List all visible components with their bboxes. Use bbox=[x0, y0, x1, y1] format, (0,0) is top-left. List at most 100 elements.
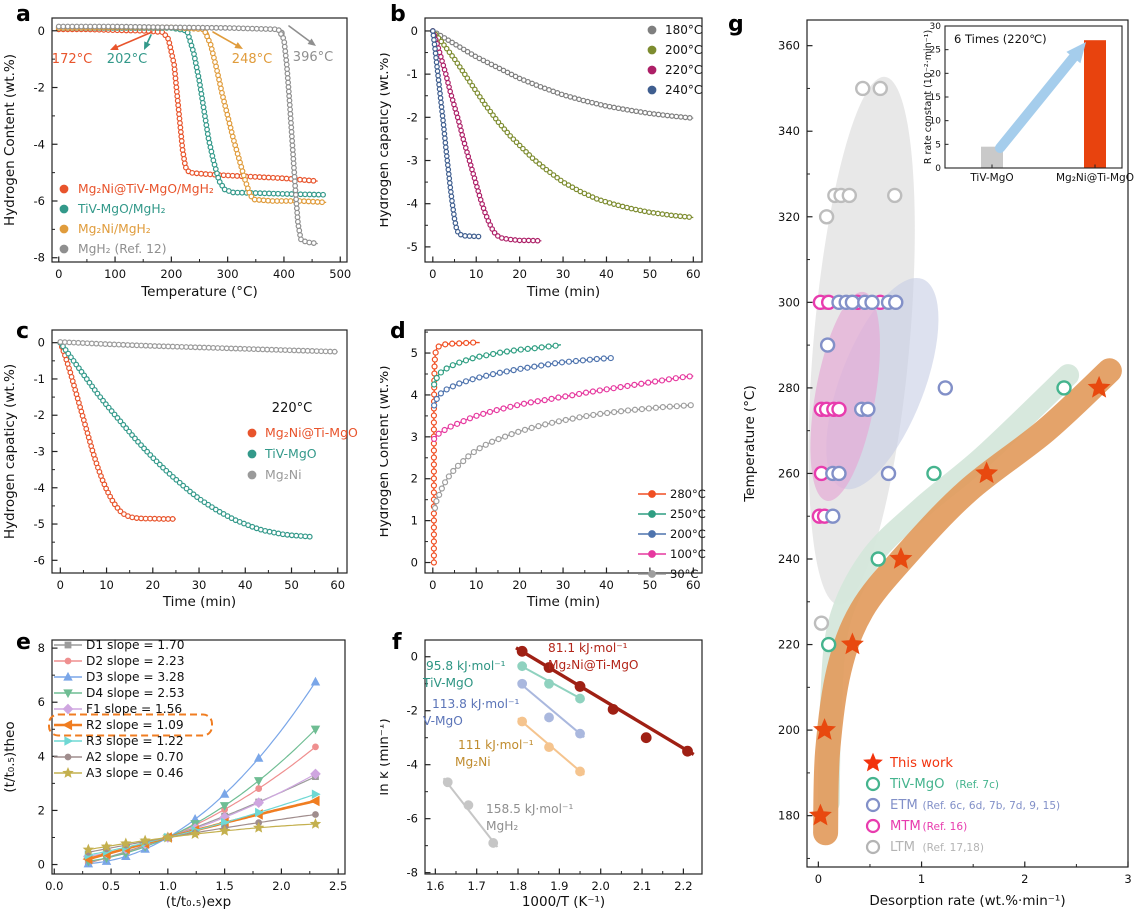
svg-text:2: 2 bbox=[38, 803, 45, 817]
svg-text:95.8 kJ·mol⁻¹: 95.8 kJ·mol⁻¹ bbox=[426, 659, 506, 673]
series-200°C bbox=[431, 354, 614, 409]
svg-text:F1 slope = 1.56: F1 slope = 1.56 bbox=[86, 702, 182, 716]
series-Mg₂Ni bbox=[517, 716, 585, 777]
svg-text:2: 2 bbox=[411, 472, 418, 486]
panel-e-chart: 0.0 0.5 1.0 1.5 2.0 2.5 0 2 4 6 8 (t/t₀.₅)exp (t/t₀.… bbox=[2, 638, 347, 910]
svg-text:-2: -2 bbox=[407, 704, 418, 718]
panel-a-legend: Mg₂Ni@TiV-MgO/MgH₂ TiV-MgO/MgH₂ Mg₂Ni/MgH₂… bbox=[59, 182, 214, 256]
panel-g-inset: 0 5 10 15 20 25 30 TiV-MgO Mg₂Ni@Ti-MgO 6 Times (… bbox=[923, 22, 1134, 184]
svg-text:3: 3 bbox=[411, 430, 418, 444]
panel-a-letter: a bbox=[16, 2, 31, 27]
svg-text:MgH₂: MgH₂ bbox=[486, 819, 518, 833]
svg-text:MTM: MTM bbox=[890, 819, 921, 834]
svg-text:Mg₂Ni@Ti-MgO: Mg₂Ni@Ti-MgO bbox=[265, 425, 358, 440]
series-100°C bbox=[431, 373, 694, 443]
panel-f-axes: 1.6 1.7 1.8 1.9 2.0 2.1 2.2 0 -2 -4 -6 -8 1000/T (K⁻… bbox=[380, 639, 703, 910]
series-MgH₂ bbox=[442, 777, 499, 848]
svg-text:R2 slope = 1.09: R2 slope = 1.09 bbox=[86, 718, 184, 732]
panel-e-xlabel: (t/t₀.₅)exp bbox=[166, 894, 231, 910]
svg-text:0: 0 bbox=[815, 872, 822, 886]
series-30°C bbox=[431, 402, 694, 512]
svg-text:-8: -8 bbox=[407, 866, 418, 880]
panel-g-axes: 0 1 2 3180200220240260280300320340360Desorp… bbox=[742, 19, 1132, 909]
panel-e: e 0.0 0.5 1.0 1.5 2.0 2.5 0 2 4 6 8 (t/t₀.₅)exp (t/t… bbox=[0, 614, 380, 918]
svg-text:1.6: 1.6 bbox=[426, 879, 444, 893]
svg-text:0.5: 0.5 bbox=[102, 879, 120, 893]
series-240°C bbox=[430, 28, 482, 240]
svg-text:2.1: 2.1 bbox=[633, 879, 651, 893]
svg-text:TiV-MgO: TiV-MgO bbox=[969, 172, 1013, 184]
svg-text:500: 500 bbox=[329, 267, 351, 281]
series-TiV-MgO bbox=[820, 380, 1072, 653]
panel-c-axes: 0 10 20 30 40 50 60 0 -1 -2 -3 -4 -5 -6 Time (min) Hydr… bbox=[2, 329, 348, 610]
panel-a-chart: 0 100 200 300 400 500 0 -2 -4 -6 -8 Temperature (°C… bbox=[2, 17, 351, 300]
series-280°C bbox=[430, 339, 480, 566]
panel-d-xlabel: Time (min) bbox=[526, 594, 600, 610]
svg-text:40: 40 bbox=[599, 267, 614, 281]
panel-f-ylabel: ln k (min⁻¹) bbox=[380, 718, 392, 795]
panel-d-letter: d bbox=[390, 319, 406, 344]
svg-text:0.0: 0.0 bbox=[45, 879, 63, 893]
svg-text:-6: -6 bbox=[407, 812, 418, 826]
svg-text:1.0: 1.0 bbox=[159, 879, 177, 893]
svg-text:(Ref. 17,18): (Ref. 17,18) bbox=[923, 842, 984, 854]
svg-text:30°C: 30°C bbox=[670, 567, 698, 581]
svg-text:0: 0 bbox=[935, 164, 941, 174]
panel-d-series bbox=[430, 339, 694, 566]
series-Mg₂Ni@Ti-MgO bbox=[57, 339, 176, 522]
svg-text:2.0: 2.0 bbox=[592, 879, 610, 893]
svg-text:248°C: 248°C bbox=[232, 52, 272, 67]
svg-text:(Ref. 16): (Ref. 16) bbox=[923, 821, 968, 833]
svg-text:1: 1 bbox=[918, 872, 925, 886]
svg-text:100: 100 bbox=[104, 267, 126, 281]
svg-text:50: 50 bbox=[284, 578, 299, 592]
panel-c-series bbox=[57, 339, 338, 540]
svg-text:220°C: 220°C bbox=[665, 63, 702, 77]
svg-text:Mg₂Ni@Ti-MgO: Mg₂Ni@Ti-MgO bbox=[548, 658, 639, 672]
svg-text:40: 40 bbox=[238, 578, 253, 592]
svg-text:100°C: 100°C bbox=[670, 547, 706, 561]
panel-c-ylabel: Hydrogen capaticy (wt.%) bbox=[2, 364, 18, 539]
panel-e-ylabel: (t/t₀.₅)theo bbox=[2, 721, 18, 792]
panel-a: a 0 100 200 300 400 500 0 -2 -4 -6 -8 Temperature (… bbox=[0, 0, 380, 307]
panel-b-letter: b bbox=[390, 2, 406, 27]
svg-text:0: 0 bbox=[38, 858, 45, 872]
svg-text:TiV-MgO: TiV-MgO bbox=[264, 446, 317, 461]
svg-text:8: 8 bbox=[38, 641, 45, 655]
svg-text:0: 0 bbox=[429, 267, 436, 281]
panel-c-letter: c bbox=[16, 319, 30, 344]
svg-text:0: 0 bbox=[38, 24, 45, 38]
svg-text:240°C: 240°C bbox=[665, 83, 702, 97]
svg-text:360: 360 bbox=[778, 39, 800, 53]
svg-text:10: 10 bbox=[99, 578, 114, 592]
svg-text:260: 260 bbox=[778, 466, 800, 480]
series-ETM bbox=[819, 294, 954, 524]
panel-d-axes: 0 10 20 30 40 50 60 0 1 2 3 4 5 Time (min) Hydrogen Co… bbox=[380, 329, 703, 610]
svg-text:5: 5 bbox=[411, 346, 418, 360]
svg-text:-5: -5 bbox=[407, 240, 418, 254]
svg-text:4: 4 bbox=[38, 749, 45, 763]
svg-text:60: 60 bbox=[686, 578, 701, 592]
svg-text:25: 25 bbox=[930, 46, 941, 56]
svg-text:0: 0 bbox=[429, 578, 436, 592]
svg-text:Mg₂Ni@TiV-MgO/MgH₂: Mg₂Ni@TiV-MgO/MgH₂ bbox=[78, 182, 214, 196]
svg-text:10: 10 bbox=[469, 267, 484, 281]
svg-text:0: 0 bbox=[411, 650, 418, 664]
svg-text:LTM: LTM bbox=[890, 840, 915, 855]
svg-text:200°C: 200°C bbox=[670, 527, 706, 541]
svg-text:60: 60 bbox=[686, 267, 701, 281]
svg-text:60: 60 bbox=[330, 578, 345, 592]
panel-b-axes: 0 10 20 30 40 50 60 0 -1 -2 -3 -4 -5 Time (min) Hydrog… bbox=[380, 17, 703, 300]
svg-text:1: 1 bbox=[411, 514, 418, 528]
series-MgH₂ (Ref. 12) bbox=[55, 23, 318, 246]
svg-text:1.7: 1.7 bbox=[468, 879, 486, 893]
svg-text:111 kJ·mol⁻¹: 111 kJ·mol⁻¹ bbox=[458, 738, 534, 752]
panel-d-ylabel: Hydrogen Content (wt.%) bbox=[380, 366, 392, 538]
svg-text:(Ref. 6c, 6d, 7b, 7d, 9, 15): (Ref. 6c, 6d, 7b, 7d, 9, 15) bbox=[923, 800, 1061, 812]
svg-text:Mg₂Ni: Mg₂Ni bbox=[265, 467, 302, 482]
svg-text:300: 300 bbox=[778, 295, 800, 309]
series-250°C bbox=[431, 342, 562, 388]
inset-title: 6 Times (220℃) bbox=[954, 32, 1047, 46]
panel-g-ylabel: Temperature (°C) bbox=[742, 385, 758, 503]
